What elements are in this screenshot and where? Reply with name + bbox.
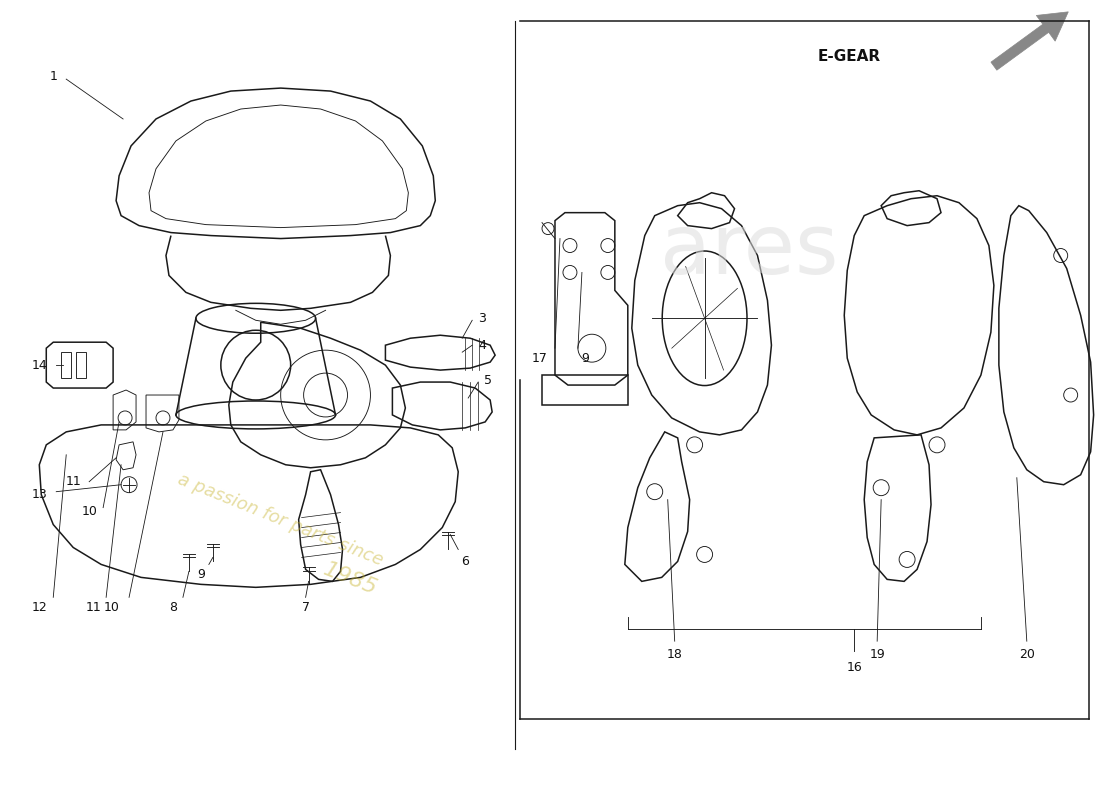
Text: 18: 18 <box>667 648 683 661</box>
Text: 1985: 1985 <box>320 559 381 599</box>
Text: 19: 19 <box>869 648 886 661</box>
Text: 10: 10 <box>81 505 97 518</box>
Text: 16: 16 <box>846 661 862 674</box>
Text: 3: 3 <box>478 312 486 325</box>
Text: 5: 5 <box>484 374 492 386</box>
Text: a passion for parts since: a passion for parts since <box>175 470 386 569</box>
Text: 14: 14 <box>32 358 47 372</box>
Text: 4: 4 <box>478 338 486 352</box>
Text: 10: 10 <box>103 601 119 614</box>
Text: 8: 8 <box>169 601 177 614</box>
FancyArrow shape <box>991 12 1068 70</box>
Text: 11: 11 <box>65 475 81 488</box>
Text: 1: 1 <box>50 70 57 82</box>
Text: ares: ares <box>660 210 838 291</box>
Text: 11: 11 <box>86 601 101 614</box>
Text: 12: 12 <box>32 601 47 614</box>
Text: 17: 17 <box>532 352 548 365</box>
Text: E-GEAR: E-GEAR <box>817 49 881 64</box>
Text: 6: 6 <box>461 555 470 568</box>
Text: 13: 13 <box>32 488 47 501</box>
Text: 9: 9 <box>197 568 205 581</box>
Text: 20: 20 <box>1019 648 1035 661</box>
Text: 9: 9 <box>581 352 589 365</box>
Text: 7: 7 <box>301 601 309 614</box>
